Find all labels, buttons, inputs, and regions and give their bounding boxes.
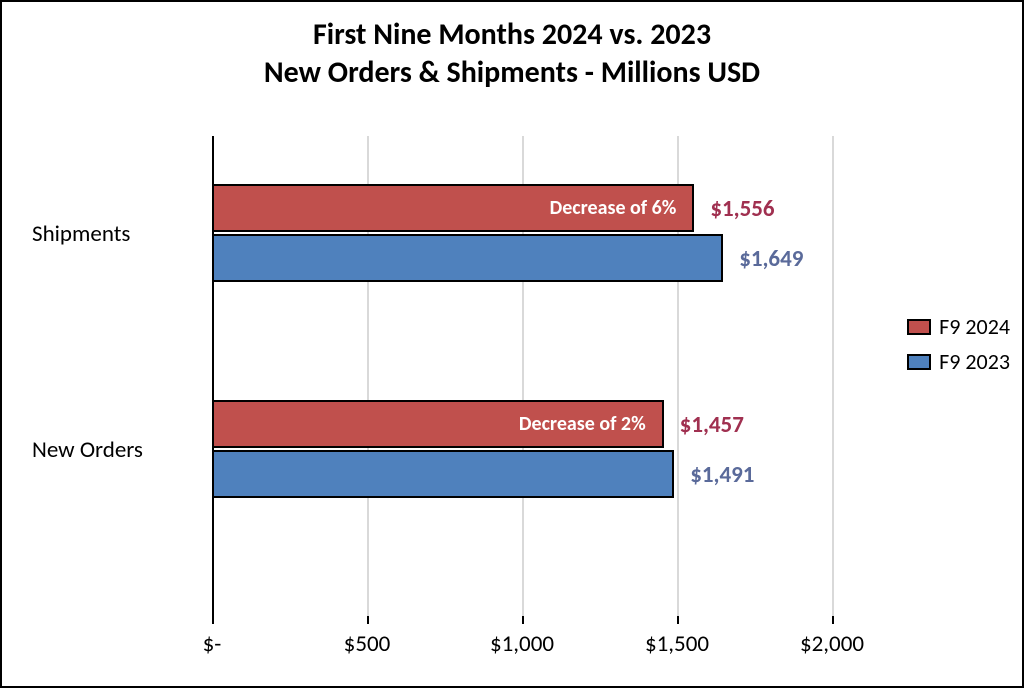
x-tick-mark [212, 616, 214, 624]
chart-title-line1: First Nine Months 2024 vs. 2023 [22, 16, 1002, 54]
bar-value-label-2023: $1,491 [690, 461, 754, 489]
bar-inside-label: Decrease of 6% [550, 196, 677, 220]
legend-swatch-f9-2024 [907, 319, 931, 335]
category-label-new-orders: New Orders [32, 436, 202, 464]
x-tick-mark [367, 616, 369, 624]
x-tick-label: $500 [344, 630, 391, 658]
bar-inside-label: Decrease of 2% [519, 412, 646, 436]
bar-f9-2024: Decrease of 6% [212, 184, 694, 232]
chart-title-line2: New Orders & Shipments - Millions USD [22, 54, 1002, 92]
chart-title: First Nine Months 2024 vs. 2023 New Orde… [22, 16, 1002, 91]
x-tick-mark [832, 616, 834, 624]
legend-label-f9-2023: F9 2023 [939, 348, 1010, 375]
plot-area: $-$500$1,000$1,500$2,000Decrease of 6%$1… [212, 136, 832, 616]
legend-item-f9-2023: F9 2023 [907, 348, 1010, 375]
bar-value-label-2023: $1,649 [739, 245, 803, 273]
legend-swatch-f9-2023 [907, 354, 931, 370]
bar-f9-2024: Decrease of 2% [212, 400, 664, 448]
bar-value-label-2024: $1,457 [680, 411, 744, 439]
legend-label-f9-2024: F9 2024 [939, 313, 1010, 340]
bar-f9-2023 [212, 234, 723, 282]
gridline [832, 136, 834, 616]
legend-item-f9-2024: F9 2024 [907, 313, 1010, 340]
bar-value-label-2024: $1,556 [710, 195, 774, 223]
bar-f9-2023 [212, 450, 674, 498]
x-tick-mark [677, 616, 679, 624]
x-tick-label: $1,000 [490, 630, 554, 658]
x-tick-mark [522, 616, 524, 624]
plot-region: $-$500$1,000$1,500$2,000Decrease of 6%$1… [32, 136, 832, 616]
y-axis-line [212, 136, 214, 616]
x-tick-label: $1,500 [645, 630, 709, 658]
x-tick-label: $2,000 [800, 630, 864, 658]
category-label-shipments: Shipments [32, 220, 202, 248]
chart-container: First Nine Months 2024 vs. 2023 New Orde… [0, 0, 1024, 688]
legend: F9 2024 F9 2023 [907, 305, 1010, 383]
x-tick-label: $- [203, 630, 222, 658]
